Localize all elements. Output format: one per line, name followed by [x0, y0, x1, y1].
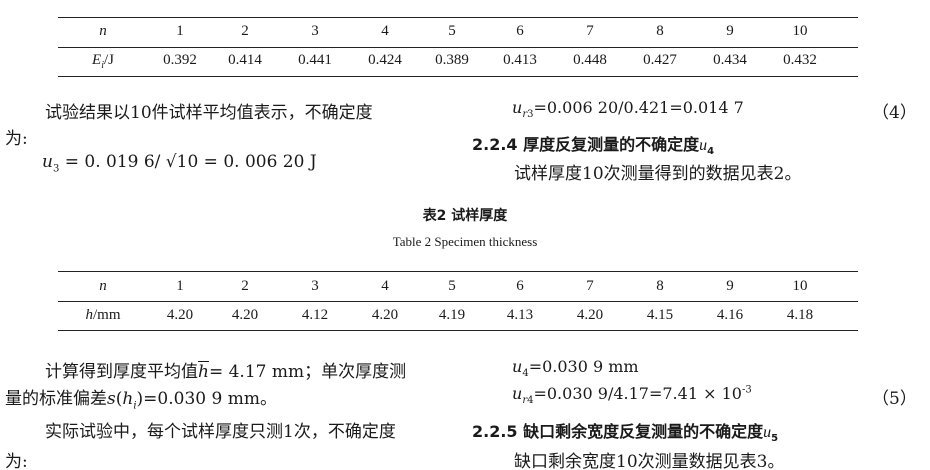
table-header-cell: 2 — [241, 278, 249, 294]
table-value-cell: 0.389 — [435, 52, 469, 68]
table-header-cell: 1 — [176, 278, 184, 294]
paragraph-text: 缺口剩余宽度10次测量数据见表3。 — [514, 452, 785, 470]
table-value-cell: 0.414 — [228, 52, 262, 68]
table-caption-zh: 表2 试样厚度 — [422, 208, 508, 224]
table-header-cell: 3 — [311, 23, 319, 39]
table-value-cell: 4.13 — [506, 307, 534, 323]
table-bottom-rule — [58, 76, 858, 77]
table-header-cell: 4 — [381, 23, 389, 39]
table-header-n: n — [99, 23, 107, 39]
paragraph-text: 计算得到厚度平均值h= 4.17 mm；单次厚度测 — [45, 362, 407, 382]
table-header-cell: 7 — [586, 278, 594, 294]
formula-ur4: ur4=0.030 9/4.17=7.41 × 10-3 — [512, 384, 752, 407]
table-value-cell: 4.20 — [231, 307, 259, 323]
table-header-cell: 10 — [792, 278, 808, 294]
table-header-rule — [58, 301, 858, 302]
paragraph-text: 为: — [5, 452, 28, 470]
table-header-cell: 8 — [656, 23, 664, 39]
paragraph-text: 试验结果以10件试样平均值表示，不确定度 — [45, 103, 373, 123]
paragraph-text: 试样厚度10次测量得到的数据见表2。 — [514, 164, 802, 184]
formula-u3: u3 = 0. 019 6/ √10 = 0. 006 20 J — [42, 152, 317, 175]
table-value-cell: 0.413 — [503, 52, 537, 68]
paragraph-text: 量的标准偏差s(hi)=0.030 9 mm。 — [5, 389, 277, 412]
table-value-cell: 4.20 — [166, 307, 194, 323]
table-header-cell: 6 — [516, 278, 524, 294]
formula-ur3: ur3=0.006 20/0.421=0.014 7 — [512, 98, 744, 121]
table-header-cell: 2 — [241, 23, 249, 39]
equation-number: （4） — [872, 103, 917, 123]
table-value-cell: 4.19 — [438, 307, 466, 323]
table-header-cell: 7 — [586, 23, 594, 39]
table-value-cell: 4.20 — [371, 307, 399, 323]
formula-u4: u4=0.030 9 mm — [512, 357, 639, 380]
table-value-cell: 4.12 — [301, 307, 329, 323]
table-header-rule — [58, 47, 858, 48]
table-top-rule — [58, 271, 858, 272]
table-bottom-rule — [58, 330, 858, 331]
table-header-cell: 9 — [726, 23, 734, 39]
table-value-cell: 4.15 — [646, 307, 674, 323]
table-header-cell: 5 — [448, 23, 456, 39]
table-header-cell: 6 — [516, 23, 524, 39]
table-value-cell: 4.16 — [716, 307, 744, 323]
table-header-n: n — [99, 278, 107, 294]
table-header-cell: 8 — [656, 278, 664, 294]
table-header-cell: 5 — [448, 278, 456, 294]
table-value-cell: 0.441 — [298, 52, 332, 68]
table-header-cell: 1 — [176, 23, 184, 39]
table-header-cell: 9 — [726, 278, 734, 294]
table-value-cell: 4.18 — [786, 307, 814, 323]
table-header-cell: 10 — [792, 23, 808, 39]
paragraph-text: 为: — [5, 129, 28, 149]
table-value-cell: 4.20 — [576, 307, 604, 323]
table-value-cell: 0.448 — [573, 52, 607, 68]
table-row-label-thickness: h/mm — [85, 307, 121, 323]
table-row-label-energy: Ei/J — [92, 52, 114, 71]
table-top-rule — [58, 17, 858, 18]
section-heading: 2.2.4 厚度反复测量的不确定度u4 — [472, 135, 715, 158]
table-header-cell: 3 — [311, 278, 319, 294]
table-value-cell: 0.424 — [368, 52, 402, 68]
paragraph-text: 实际试验中，每个试样厚度只测1次，不确定度 — [45, 422, 396, 442]
table-header-cell: 4 — [381, 278, 389, 294]
equation-number: （5） — [872, 389, 917, 409]
table-caption-en: Table 2 Specimen thickness — [392, 234, 538, 249]
section-heading: 2.2.5 缺口剩余宽度反复测量的不确定度u5 — [472, 422, 779, 445]
table-value-cell: 0.432 — [783, 52, 817, 68]
table-value-cell: 0.427 — [643, 52, 677, 68]
table-value-cell: 0.392 — [163, 52, 197, 68]
table-value-cell: 0.434 — [713, 52, 747, 68]
